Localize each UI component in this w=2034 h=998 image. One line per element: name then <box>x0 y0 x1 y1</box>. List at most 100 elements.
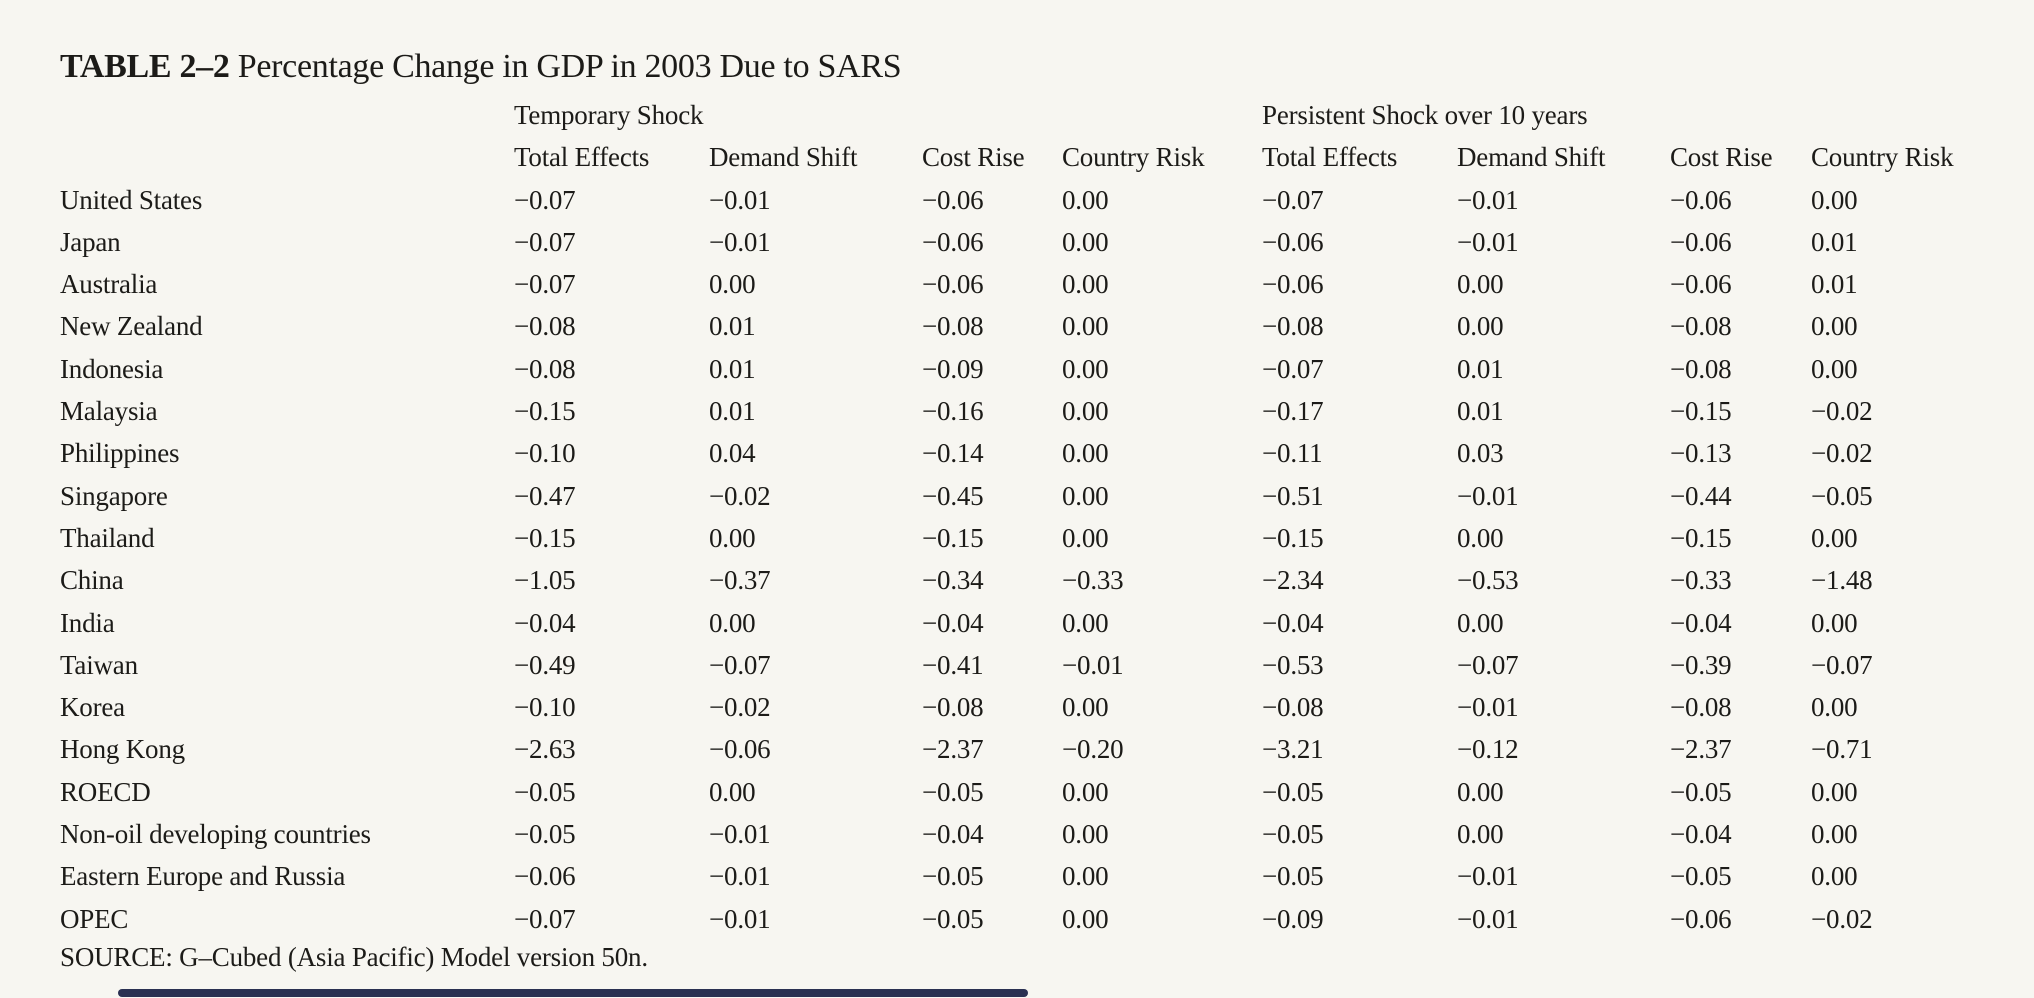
table-number-label: TABLE 2–2 <box>60 48 230 85</box>
cell-value: −0.07 <box>514 184 576 215</box>
cell-value: −0.14 <box>922 438 984 469</box>
cell-value: 0.03 <box>1457 438 1504 469</box>
cell-value: 0.00 <box>1062 353 1109 384</box>
cell-value: −0.02 <box>709 692 771 723</box>
group-header-temporary-shock: Temporary Shock <box>514 100 704 130</box>
cell-value: −0.13 <box>1670 438 1732 469</box>
cell-value: −0.05 <box>514 819 576 850</box>
cell-value: −0.07 <box>514 903 576 934</box>
cell-value: −0.04 <box>922 819 984 850</box>
row-label: United States <box>60 184 203 215</box>
cell-value: −0.05 <box>922 776 984 807</box>
table-title: TABLE 2–2 Percentage Change in GDP in 20… <box>60 48 902 85</box>
cell-value: −0.01 <box>709 903 771 934</box>
column-header-total-effects: Total Effects <box>514 142 650 173</box>
horizontal-scrollbar-thumb[interactable] <box>118 989 1028 997</box>
row-label: Indonesia <box>60 353 164 384</box>
cell-value: −0.02 <box>1811 396 1873 427</box>
cell-value: −0.07 <box>1262 184 1324 215</box>
cell-value: −0.15 <box>922 522 984 553</box>
cell-value: 0.00 <box>1062 438 1109 469</box>
cell-value: −0.08 <box>514 311 576 342</box>
cell-value: 0.01 <box>709 396 756 427</box>
cell-value: −0.05 <box>1811 480 1873 511</box>
cell-value: −0.05 <box>514 776 576 807</box>
cell-value: −0.06 <box>709 734 771 765</box>
column-header-cost-rise: Cost Rise <box>922 142 1025 173</box>
cell-value: 0.00 <box>1457 522 1504 553</box>
cell-value: −0.01 <box>709 184 771 215</box>
cell-value: −0.01 <box>709 226 771 257</box>
cell-value: 0.01 <box>1457 353 1504 384</box>
cell-value: −0.11 <box>1262 438 1323 469</box>
cell-value: −0.06 <box>922 184 984 215</box>
cell-value: −0.05 <box>1262 776 1324 807</box>
cell-value: 0.00 <box>1062 819 1109 850</box>
cell-value: −0.33 <box>1062 565 1124 596</box>
cell-value: −1.48 <box>1811 565 1873 596</box>
cell-value: −0.15 <box>514 396 576 427</box>
cell-value: 0.04 <box>709 438 756 469</box>
cell-value: 0.00 <box>1062 903 1109 934</box>
column-header-spacer <box>60 136 514 178</box>
cell-value: −0.07 <box>514 226 576 257</box>
row-label: Malaysia <box>60 396 158 427</box>
cell-value: −0.06 <box>1670 269 1732 300</box>
row-label: Japan <box>60 226 121 257</box>
cell-value: 0.00 <box>1062 692 1109 723</box>
cell-value: −0.04 <box>1670 607 1732 638</box>
cell-value: −0.20 <box>1062 734 1124 765</box>
cell-value: −2.34 <box>1262 565 1324 596</box>
cell-value: −0.53 <box>1457 565 1519 596</box>
cell-value: −0.06 <box>1262 269 1324 300</box>
cell-value: −0.15 <box>1670 522 1732 553</box>
cell-value: −0.01 <box>1457 903 1519 934</box>
cell-value: −0.06 <box>1670 184 1732 215</box>
cell-value: −0.37 <box>709 565 771 596</box>
cell-value: −0.01 <box>709 819 771 850</box>
column-header-demand-shift: Demand Shift <box>1457 142 1606 173</box>
cell-value: −0.15 <box>514 522 576 553</box>
cell-value: −0.39 <box>1670 649 1732 680</box>
group-header-spacer <box>60 94 514 136</box>
cell-value: −0.08 <box>1670 692 1732 723</box>
cell-value: 0.01 <box>709 353 756 384</box>
cell-value: −0.05 <box>922 903 984 934</box>
cell-value: 0.00 <box>1457 607 1504 638</box>
cell-value: 0.01 <box>1811 269 1858 300</box>
column-header-country-risk: Country Risk <box>1811 142 1954 173</box>
cell-value: −0.08 <box>922 311 984 342</box>
cell-value: −0.15 <box>1670 396 1732 427</box>
cell-value: 0.00 <box>1062 311 1109 342</box>
row-label: OPEC <box>60 903 129 934</box>
row-label: Australia <box>60 269 158 300</box>
cell-value: 0.00 <box>1811 353 1858 384</box>
cell-value: −0.02 <box>709 480 771 511</box>
cell-value: 0.00 <box>1811 607 1858 638</box>
cell-value: −0.07 <box>1457 649 1519 680</box>
cell-value: −0.08 <box>1262 311 1324 342</box>
row-label: Eastern Europe and Russia <box>60 861 346 892</box>
group-header-persistent-shock: Persistent Shock over 10 years <box>1262 100 1588 130</box>
table-title-text: Percentage Change in GDP in 2003 Due to … <box>229 48 902 85</box>
cell-value: 0.01 <box>1811 226 1858 257</box>
row-label: Hong Kong <box>60 734 185 765</box>
cell-value: −0.06 <box>1670 226 1732 257</box>
cell-value: 0.00 <box>709 776 756 807</box>
cell-value: −0.04 <box>1670 819 1732 850</box>
cell-value: −0.01 <box>1457 692 1519 723</box>
cell-value: −2.37 <box>922 734 984 765</box>
cell-value: −0.01 <box>1457 184 1519 215</box>
cell-value: −0.07 <box>1811 649 1873 680</box>
cell-value: 0.00 <box>1811 861 1858 892</box>
cell-value: 0.00 <box>1457 776 1504 807</box>
cell-value: −0.06 <box>922 226 984 257</box>
cell-value: −0.06 <box>1262 226 1324 257</box>
row-label: Singapore <box>60 480 168 511</box>
cell-value: −0.45 <box>922 480 984 511</box>
cell-value: 0.00 <box>1062 480 1109 511</box>
row-label: Non-oil developing countries <box>60 819 371 850</box>
cell-value: 0.00 <box>1811 692 1858 723</box>
cell-value: −0.04 <box>1262 607 1324 638</box>
